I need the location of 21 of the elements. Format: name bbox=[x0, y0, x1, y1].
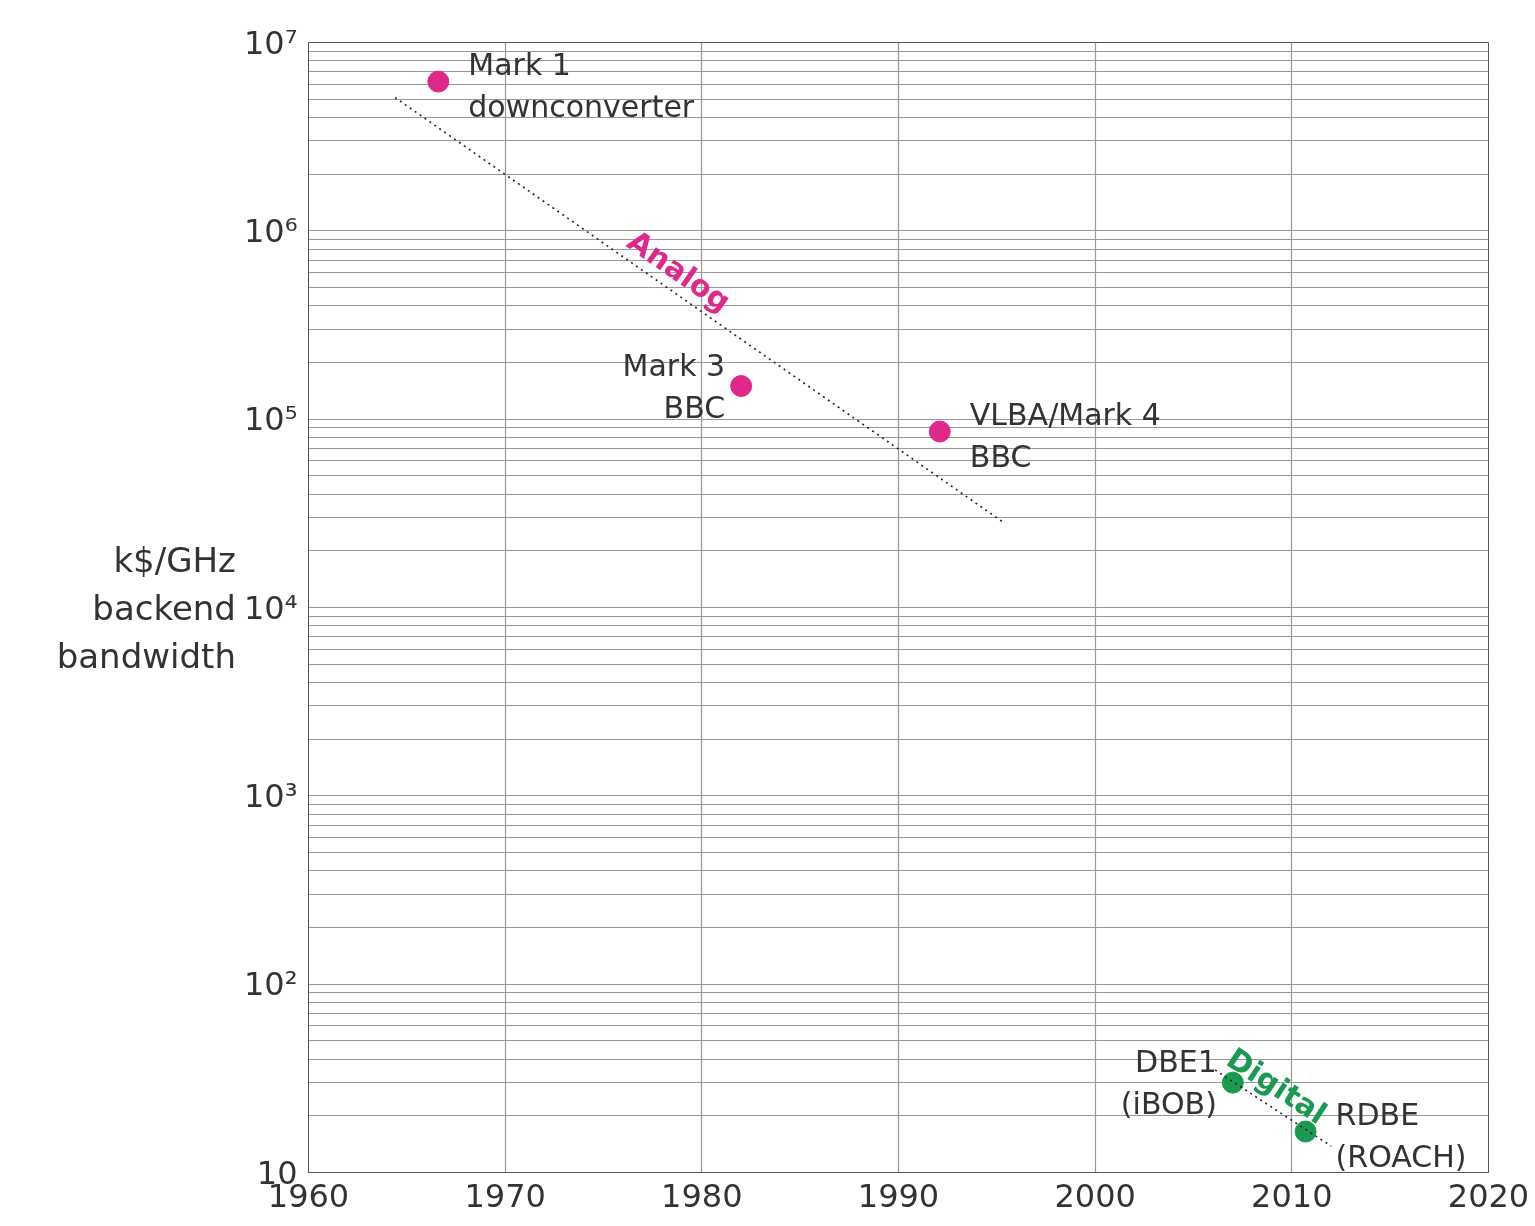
x-tick-label: 2010 bbox=[1251, 1176, 1333, 1215]
annotation: DBE1 (iBOB) bbox=[1120, 1044, 1217, 1122]
x-tick-label: 1990 bbox=[857, 1176, 940, 1215]
annotation: VLBA/Mark 4 BBC bbox=[969, 397, 1161, 474]
annotation: RDBE (ROACH) bbox=[1335, 1097, 1467, 1175]
annotation: Mark 3 BBC bbox=[622, 347, 726, 425]
x-tick-label: 2000 bbox=[1054, 1176, 1136, 1215]
y-tick-label: 10⁴ bbox=[243, 588, 298, 627]
point bbox=[427, 70, 450, 93]
point bbox=[928, 420, 951, 443]
y-tick-label: 10⁵ bbox=[243, 400, 298, 439]
y-axis-title: k$/GHz backend bandwidth bbox=[56, 539, 236, 676]
y-tick-label: 10³ bbox=[243, 776, 298, 815]
y-tick-label: 10⁶ bbox=[243, 211, 298, 250]
annotation: Mark 1 downconverter bbox=[468, 47, 695, 125]
y-tick-label: 10² bbox=[243, 965, 298, 1004]
x-tick-label: 1980 bbox=[661, 1176, 743, 1215]
x-tick-label: 2020 bbox=[1447, 1176, 1530, 1215]
x-tick-label: 1970 bbox=[464, 1176, 546, 1215]
y-tick-label: 10⁷ bbox=[243, 23, 298, 62]
point bbox=[730, 375, 753, 397]
